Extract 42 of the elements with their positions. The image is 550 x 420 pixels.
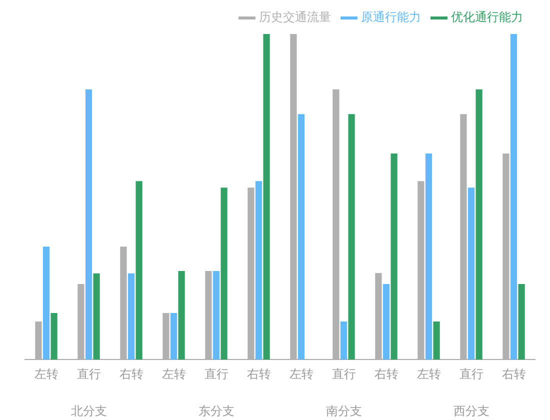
bar xyxy=(340,322,348,360)
text: 北分支 xyxy=(70,404,107,418)
bar xyxy=(468,188,475,360)
x-tick-label: 左转 xyxy=(34,366,58,381)
x-tick-label: 左转 xyxy=(162,366,186,381)
bar xyxy=(263,34,270,360)
x-tick-label: 左转 xyxy=(416,366,441,381)
bar xyxy=(298,114,305,360)
bar xyxy=(212,271,220,360)
bar xyxy=(433,322,440,360)
legend-label: 历史交通流量 xyxy=(259,10,331,24)
x-tick-label: 直行 xyxy=(459,366,484,381)
legend-label: 原通行能力 xyxy=(361,10,421,24)
x-tick-label: 直行 xyxy=(204,366,228,381)
legend-label: 优化通行能力 xyxy=(451,10,523,24)
bar xyxy=(476,89,482,360)
text: 南分支 xyxy=(326,404,362,418)
bar xyxy=(85,89,92,360)
bar xyxy=(136,181,142,360)
bar xyxy=(50,313,58,360)
bar xyxy=(382,284,390,360)
x-tick-label: 左转 xyxy=(289,366,314,381)
bar xyxy=(178,271,185,360)
x-tick-label: 右转 xyxy=(119,366,144,381)
bar xyxy=(518,284,525,360)
bar xyxy=(390,153,398,360)
bar xyxy=(42,246,50,360)
x-tick-label: 直行 xyxy=(76,366,101,381)
x-tick-label: 右转 xyxy=(502,366,526,381)
text: 东分支 xyxy=(198,404,234,418)
x-tick-label: 右转 xyxy=(246,366,271,381)
bar xyxy=(255,181,262,360)
bar xyxy=(425,153,432,360)
x-tick-label: 右转 xyxy=(374,366,398,381)
text: 西分支 xyxy=(453,404,490,418)
bar xyxy=(93,273,100,360)
bar xyxy=(220,188,228,360)
bar xyxy=(348,114,355,360)
x-tick-label: 直行 xyxy=(332,366,356,381)
bar xyxy=(170,313,178,360)
bar xyxy=(510,34,518,360)
bar xyxy=(128,273,135,360)
